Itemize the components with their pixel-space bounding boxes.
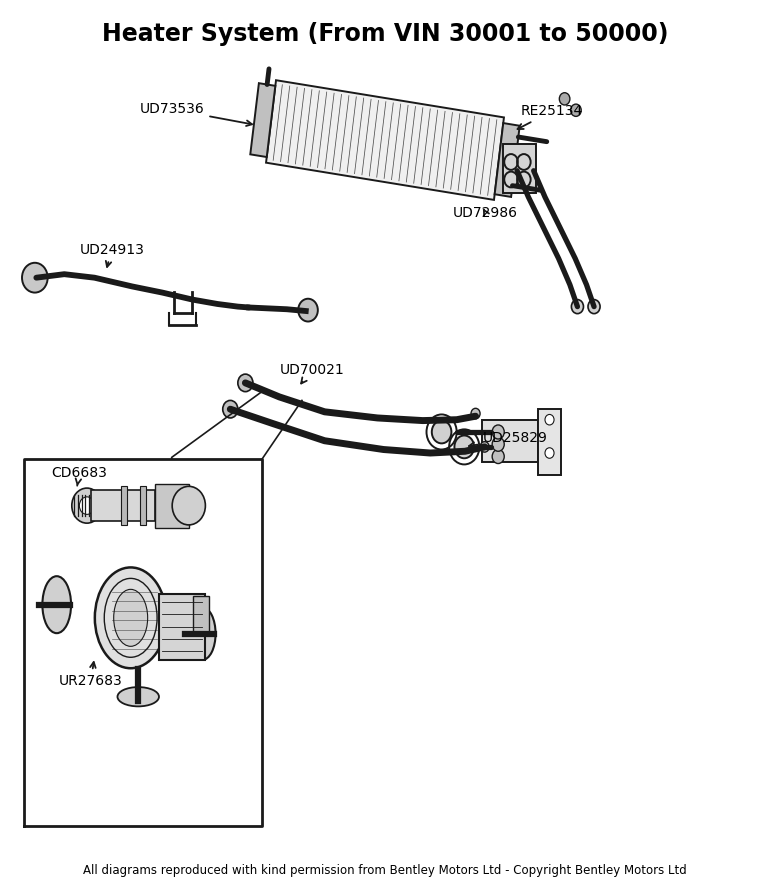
Text: RE25134: RE25134 [517,104,583,129]
Text: UD70021: UD70021 [280,363,344,383]
Polygon shape [250,83,276,157]
Circle shape [172,487,206,525]
Circle shape [571,104,581,117]
Circle shape [238,374,253,392]
Circle shape [571,300,584,313]
Circle shape [22,263,48,293]
Bar [121,487,127,525]
Text: UD73536: UD73536 [139,103,252,126]
Polygon shape [503,144,536,193]
Bar [192,596,209,635]
Circle shape [492,450,504,464]
Text: UD24913: UD24913 [79,242,144,267]
Circle shape [72,489,102,523]
Polygon shape [266,81,504,200]
Bar [155,484,189,527]
Circle shape [79,496,95,514]
Ellipse shape [118,687,159,706]
Circle shape [559,93,570,105]
Bar [481,419,538,462]
Ellipse shape [114,589,148,646]
Text: All diagrams reproduced with kind permission from Bentley Motors Ltd - Copyright: All diagrams reproduced with kind permis… [83,864,687,877]
Polygon shape [494,123,520,197]
Text: Heater System (From VIN 30001 to 50000): Heater System (From VIN 30001 to 50000) [102,22,668,46]
Bar [91,489,155,521]
Circle shape [492,425,504,439]
Text: UD25829: UD25829 [469,431,548,448]
Circle shape [454,435,474,458]
Text: UD72986: UD72986 [453,206,518,219]
Circle shape [298,299,318,321]
Circle shape [223,400,238,418]
Circle shape [492,437,504,451]
Ellipse shape [95,567,166,668]
Circle shape [545,414,554,425]
Ellipse shape [42,576,71,633]
Bar [159,594,205,660]
Bar [538,409,561,475]
Circle shape [471,408,480,419]
Circle shape [432,420,451,443]
Bar [139,487,146,525]
Text: CD6683: CD6683 [52,466,107,486]
Circle shape [588,300,600,313]
Ellipse shape [189,607,216,660]
Circle shape [545,448,554,458]
Text: UR27683: UR27683 [59,662,122,688]
Circle shape [480,442,489,452]
